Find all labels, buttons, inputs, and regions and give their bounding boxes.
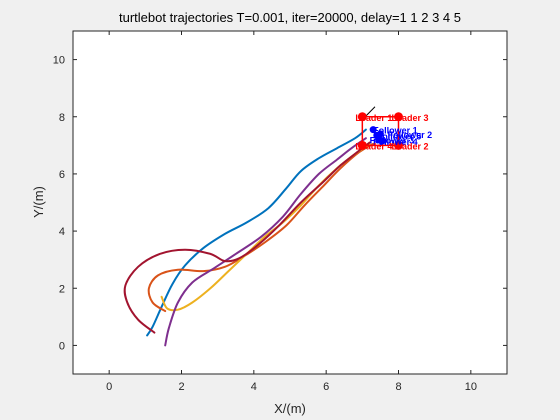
follower-label-4: Follower 4 bbox=[373, 137, 418, 147]
x-tick-label: 6 bbox=[323, 381, 329, 393]
leader-label-1: Leader 1 bbox=[355, 113, 392, 123]
leader-label-3: Leader 2 bbox=[392, 141, 429, 151]
x-tick-label: 8 bbox=[395, 381, 401, 393]
follower-label-2: Follower 2 bbox=[388, 130, 433, 140]
y-tick-label: 8 bbox=[59, 112, 65, 124]
leader-point-3 bbox=[394, 140, 403, 150]
x-axis-label: X/(m) bbox=[274, 401, 306, 416]
trajectory-line-4 bbox=[164, 137, 367, 347]
leader-point-1 bbox=[357, 112, 367, 122]
trajectory-line-1 bbox=[146, 128, 367, 337]
chart-title: turtlebot trajectories T=0.001, iter=200… bbox=[119, 10, 461, 25]
leader-point-2 bbox=[394, 112, 403, 122]
x-tick-label: 0 bbox=[106, 381, 112, 393]
y-tick-label: 6 bbox=[59, 169, 65, 181]
leader-label-4: Leader 4 bbox=[355, 141, 392, 151]
leader-label-2: Leader 3 bbox=[392, 113, 429, 123]
x-tick-label: 2 bbox=[178, 381, 184, 393]
x-tick-label: 4 bbox=[251, 381, 257, 393]
leader-point-4 bbox=[357, 140, 367, 150]
follower-point-5 bbox=[373, 131, 381, 139]
y-tick-label: 0 bbox=[59, 340, 65, 352]
plot-area bbox=[73, 31, 507, 374]
follower-label-5: Follower 5 bbox=[377, 131, 422, 141]
axes-box bbox=[72, 30, 508, 375]
y-axis-label: Y/(m) bbox=[31, 186, 46, 218]
y-tick-label: 4 bbox=[59, 226, 65, 238]
trajectory-line-5 bbox=[123, 141, 371, 334]
follower-label-1: Follower 1 bbox=[373, 126, 418, 136]
follower-label-3: Follower 3 bbox=[370, 136, 415, 146]
y-tick-label: 10 bbox=[53, 55, 65, 67]
x-tick-label: 10 bbox=[465, 381, 477, 393]
follower-point-4 bbox=[378, 137, 386, 145]
y-tick-label: 2 bbox=[59, 283, 65, 295]
follower-point-1 bbox=[369, 126, 377, 134]
tick-layer: 0 2 4 6 8 10 0 2 4 6 8 10 bbox=[53, 31, 507, 393]
